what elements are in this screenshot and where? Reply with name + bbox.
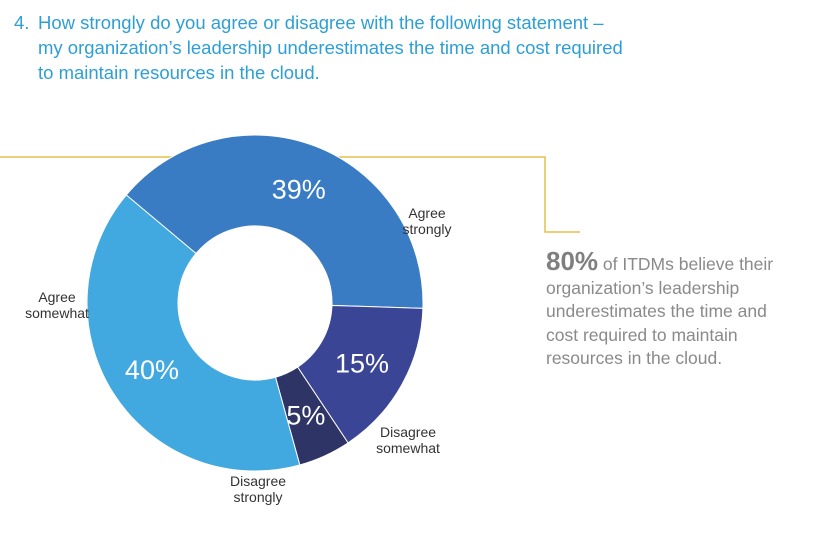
slice-category-label: Agree somewhat: [25, 289, 89, 321]
slice-value-label: 15%: [335, 349, 389, 379]
slice-category-line-2: strongly: [402, 221, 451, 237]
callout-text: 80% of ITDMs believe their organization’…: [546, 248, 814, 371]
slice-category-label: Agree strongly: [402, 205, 451, 237]
slice-category-line-1: Agree: [408, 205, 446, 221]
slice-category-line-2: strongly: [233, 489, 282, 505]
question-title: 4. How strongly do you agree or disagree …: [14, 10, 734, 85]
slice-value-label: 5%: [286, 400, 325, 430]
donut-slice: [125, 134, 424, 309]
slice-category-line-1: Disagree: [230, 473, 286, 489]
donut-slices: [86, 134, 424, 472]
slice-value-label: 39%: [272, 175, 326, 205]
slice-category-line-2: somewhat: [25, 305, 89, 321]
slice-category-line-1: Disagree: [380, 424, 436, 440]
question-line-2: my organization’s leadership underestima…: [38, 37, 623, 58]
callout-highlight: 80%: [546, 246, 599, 276]
callout-line-5: resources in the cloud.: [546, 348, 723, 368]
slice-category-line-1: Agree: [38, 289, 76, 305]
callout-line-4: cost required to maintain: [546, 324, 738, 345]
slice-category-line-2: somewhat: [376, 440, 440, 456]
question-line-3: to maintain resources in the cloud.: [38, 62, 320, 83]
callout-line-1: of ITDMs believe their: [598, 254, 774, 274]
callout-line-2: organization’s leadership: [546, 277, 740, 298]
question-number: 4.: [14, 12, 30, 33]
slice-category-label: Disagree strongly: [230, 473, 286, 505]
donut-slice: [86, 194, 301, 472]
slice-value-label: 40%: [125, 355, 179, 385]
slice-category-label: Disagree somewhat: [376, 424, 440, 456]
callout-line-3: underestimates the time and: [546, 301, 767, 321]
question-line-1: How strongly do you agree or disagree wi…: [38, 12, 604, 33]
